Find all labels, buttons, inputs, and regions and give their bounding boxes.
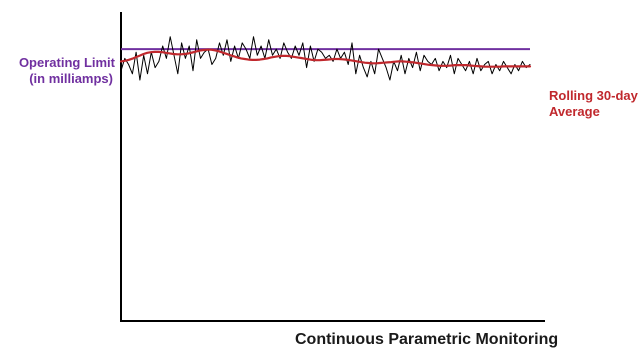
raw-measurement-line [120, 36, 531, 81]
rolling-average-line [119, 48, 532, 68]
plot-area [119, 12, 545, 322]
rolling-average-label-line1: Rolling 30-day [549, 88, 639, 103]
rolling-average-label-line2: Average [549, 104, 600, 119]
operating-limit-label-line1: Operating Limit [19, 55, 116, 70]
operating-limit-label-line2: (in milliamps) [29, 71, 113, 86]
chart-title: Continuous Parametric Monitoring [295, 331, 558, 348]
